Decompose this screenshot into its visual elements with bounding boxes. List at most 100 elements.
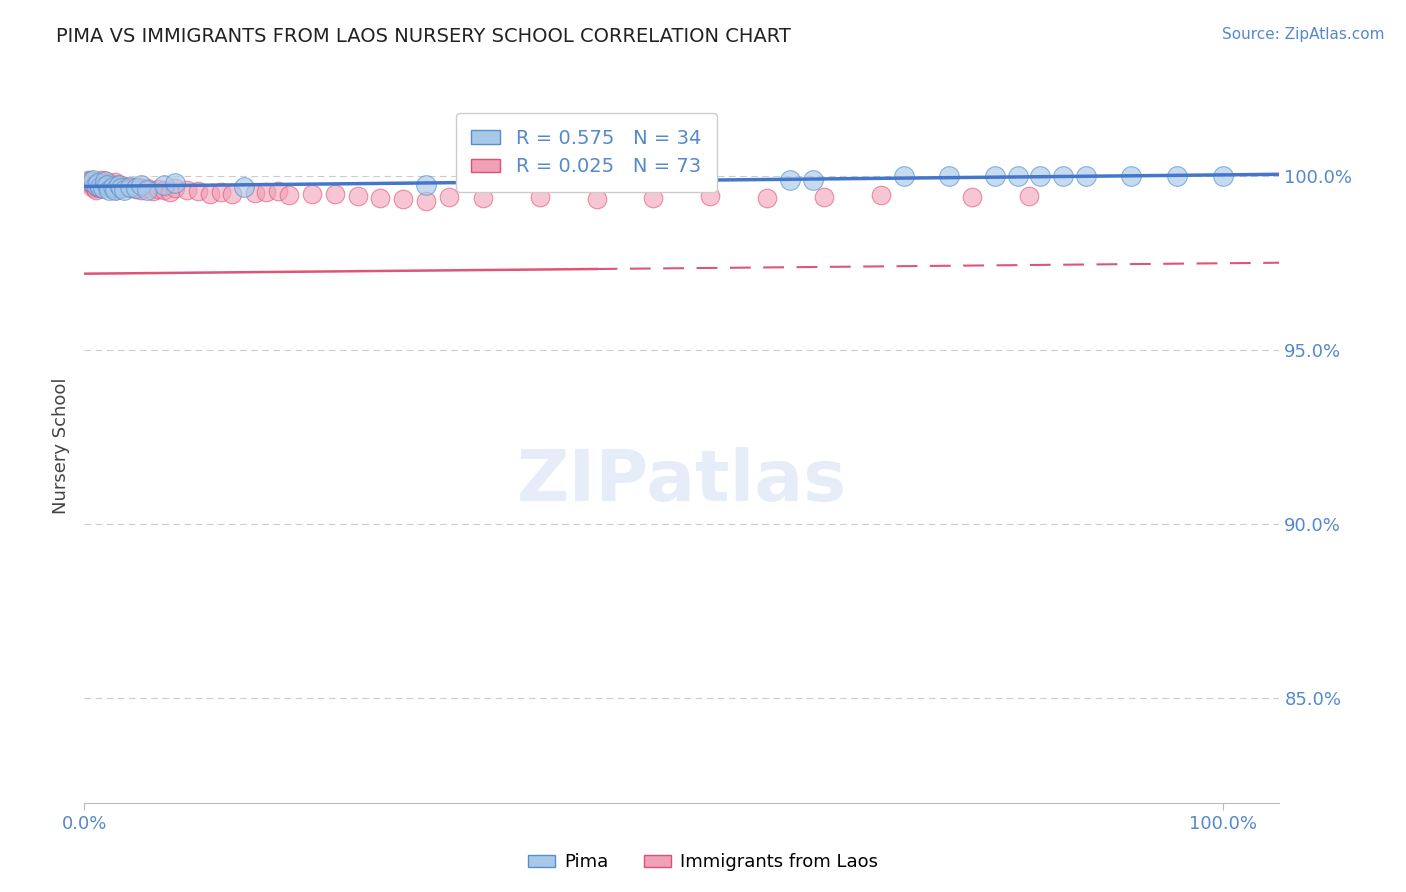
Point [87, 176, 110, 190]
Point [529, 190, 551, 204]
Point [415, 178, 437, 192]
Point [84, 178, 107, 192]
Point [129, 178, 152, 192]
Point [79, 174, 101, 188]
Point [111, 179, 134, 194]
Point [221, 187, 243, 202]
Point [232, 179, 254, 194]
Point [89, 176, 111, 190]
Point [89, 179, 111, 194]
Point [1007, 169, 1029, 184]
Point [104, 176, 127, 190]
Point [813, 190, 835, 204]
Point [115, 180, 138, 194]
Point [128, 180, 150, 194]
Point [643, 191, 665, 205]
Point [84, 178, 107, 192]
Point [124, 181, 146, 195]
Point [153, 183, 176, 197]
Point [437, 190, 460, 204]
Point [79, 176, 101, 190]
Point [90, 178, 112, 192]
Point [98, 183, 121, 197]
Point [243, 186, 266, 200]
Point [76, 172, 98, 186]
Point [84, 183, 107, 197]
Point [89, 179, 111, 194]
Point [94, 174, 117, 188]
Point [153, 178, 176, 192]
Point [136, 183, 159, 197]
Point [165, 181, 187, 195]
Point [82, 179, 104, 194]
Point [323, 187, 346, 202]
Point [87, 177, 110, 191]
Point [108, 181, 131, 195]
Point [1166, 169, 1188, 184]
Point [1074, 169, 1097, 184]
Point [165, 176, 187, 190]
Point [136, 181, 159, 195]
Legend: Pima, Immigrants from Laos: Pima, Immigrants from Laos [520, 847, 886, 879]
Point [779, 172, 801, 186]
Point [118, 181, 141, 195]
Point [699, 189, 721, 203]
Point [82, 178, 104, 192]
Point [984, 169, 1007, 184]
Point [89, 181, 111, 195]
Point [1029, 169, 1052, 184]
Text: Source: ZipAtlas.com: Source: ZipAtlas.com [1222, 27, 1385, 42]
Point [110, 181, 132, 195]
Point [83, 181, 105, 195]
Point [94, 178, 117, 193]
Point [101, 179, 124, 194]
Point [86, 180, 108, 194]
Point [159, 185, 181, 199]
Point [97, 178, 120, 193]
Point [368, 191, 391, 205]
Point [415, 194, 437, 208]
Point [756, 191, 779, 205]
Point [256, 185, 278, 199]
Point [1018, 189, 1040, 203]
Point [107, 178, 129, 192]
Point [105, 183, 128, 197]
Point [122, 179, 145, 194]
Point [118, 179, 141, 194]
Point [392, 192, 415, 206]
Text: ZIPatlas: ZIPatlas [517, 447, 846, 516]
Point [82, 172, 104, 186]
Point [112, 183, 135, 197]
Point [801, 172, 824, 186]
Point [94, 178, 117, 192]
Point [142, 184, 165, 198]
Legend: R = 0.575   N = 34, R = 0.025   N = 73: R = 0.575 N = 34, R = 0.025 N = 73 [456, 113, 717, 192]
Point [960, 190, 983, 204]
Point [471, 191, 494, 205]
Point [96, 180, 118, 194]
Y-axis label: Nursery School: Nursery School [52, 377, 70, 515]
Point [129, 183, 152, 197]
Point [1052, 169, 1074, 184]
Point [101, 181, 124, 195]
Point [209, 185, 232, 199]
Point [124, 182, 146, 196]
Point [103, 177, 125, 191]
Point [148, 182, 170, 196]
Point [90, 173, 112, 187]
Point [80, 174, 103, 188]
Point [346, 189, 368, 203]
Point [93, 176, 115, 190]
Point [98, 181, 121, 195]
Point [104, 183, 127, 197]
Point [91, 181, 114, 195]
Point [187, 184, 209, 198]
Point [91, 180, 114, 194]
Text: PIMA VS IMMIGRANTS FROM LAOS NURSERY SCHOOL CORRELATION CHART: PIMA VS IMMIGRANTS FROM LAOS NURSERY SCH… [56, 27, 792, 45]
Point [893, 169, 915, 184]
Point [112, 178, 135, 193]
Point [98, 176, 121, 190]
Point [585, 192, 607, 206]
Point [938, 169, 960, 184]
Point [267, 184, 290, 198]
